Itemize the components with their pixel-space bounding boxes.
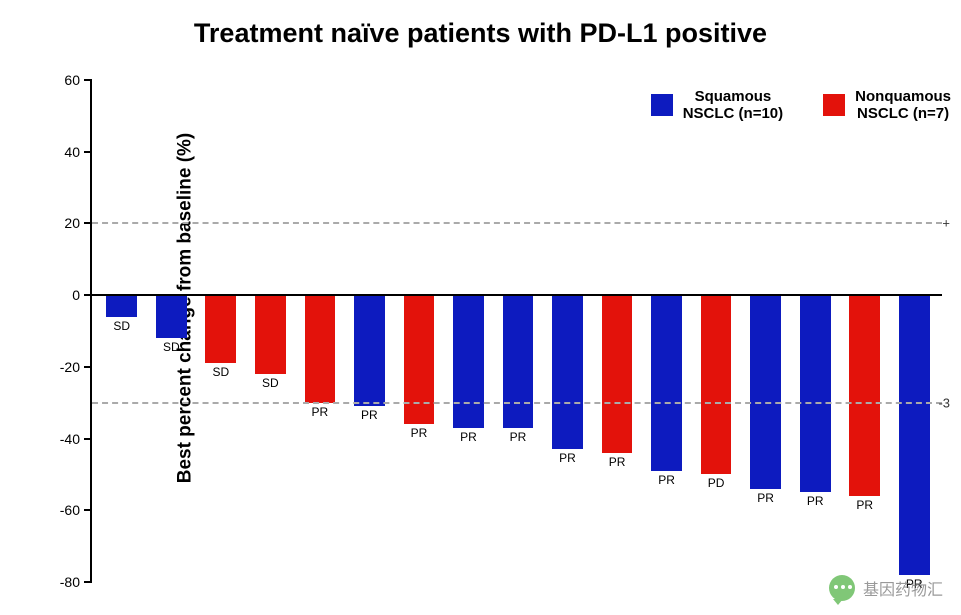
- bar: PR: [503, 295, 534, 428]
- bar-response-label: PR: [510, 430, 527, 444]
- legend-text-line1: Squamous: [683, 88, 783, 105]
- legend-text: NonquamousNSCLC (n=7): [855, 88, 951, 123]
- y-tick-label: 60: [64, 72, 80, 88]
- bars-container: SDSDSDSDPRPRPRPRPRPRPRPRPDPRPRPRPR: [92, 80, 932, 582]
- bar: PR: [750, 295, 781, 489]
- bar: PR: [305, 295, 336, 403]
- reference-line: [92, 222, 942, 224]
- y-tick: [84, 438, 92, 440]
- bar-response-label: PR: [856, 498, 873, 512]
- y-tick: [84, 222, 92, 224]
- y-tick-label: -40: [60, 431, 80, 447]
- chart-title: Treatment naïve patients with PD-L1 posi…: [0, 18, 961, 49]
- legend-text-line2: NSCLC (n=7): [855, 105, 951, 122]
- bar-response-label: PR: [312, 405, 329, 419]
- y-tick: [84, 509, 92, 511]
- legend-text-line1: Nonquamous: [855, 88, 951, 105]
- legend: SquamousNSCLC (n=10) NonquamousNSCLC (n=7…: [651, 88, 951, 123]
- chart-plot-area: SDSDSDSDPRPRPRPRPRPRPRPRPDPRPRPRPR -80-6…: [90, 80, 932, 582]
- y-tick: [84, 294, 92, 296]
- bar: SD: [255, 295, 286, 374]
- zero-axis-line: [92, 294, 942, 296]
- reference-line-label: -3: [938, 395, 950, 410]
- bar-response-label: PR: [361, 408, 378, 422]
- bar: SD: [156, 295, 187, 338]
- bar: PR: [800, 295, 831, 492]
- reference-line-label: +: [942, 216, 950, 231]
- y-tick: [84, 79, 92, 81]
- bar: PR: [651, 295, 682, 471]
- bar-response-label: PR: [460, 430, 477, 444]
- watermark-text: 基因药物汇: [863, 576, 943, 600]
- legend-swatch: [823, 94, 845, 116]
- y-tick-label: -80: [60, 574, 80, 590]
- wechat-icon: [829, 575, 855, 601]
- bar-response-label: PR: [609, 455, 626, 469]
- bar-response-label: SD: [262, 376, 279, 390]
- bar-response-label: PR: [757, 491, 774, 505]
- legend-item: NonquamousNSCLC (n=7): [823, 88, 951, 123]
- bar: SD: [205, 295, 236, 363]
- bar-response-label: PR: [807, 494, 824, 508]
- bar: PR: [552, 295, 583, 449]
- y-tick-label: 20: [64, 215, 80, 231]
- bar-response-label: SD: [212, 365, 229, 379]
- bar: PR: [354, 295, 385, 406]
- bar-response-label: PR: [411, 426, 428, 440]
- bar: PR: [453, 295, 484, 428]
- bar-response-label: PR: [559, 451, 576, 465]
- reference-line: [92, 402, 942, 404]
- y-tick-label: 0: [72, 287, 80, 303]
- bar: PR: [404, 295, 435, 424]
- watermark: 基因药物汇: [829, 575, 943, 601]
- legend-swatch: [651, 94, 673, 116]
- legend-text: SquamousNSCLC (n=10): [683, 88, 783, 123]
- bar-response-label: PD: [708, 476, 725, 490]
- bar-response-label: SD: [163, 340, 180, 354]
- bar-response-label: SD: [113, 319, 130, 333]
- bar: PD: [701, 295, 732, 474]
- y-tick-label: 40: [64, 144, 80, 160]
- legend-item: SquamousNSCLC (n=10): [651, 88, 783, 123]
- y-tick-label: -20: [60, 359, 80, 375]
- legend-text-line2: NSCLC (n=10): [683, 105, 783, 122]
- bar: SD: [106, 295, 137, 317]
- y-tick: [84, 151, 92, 153]
- y-tick: [84, 366, 92, 368]
- y-tick-label: -60: [60, 502, 80, 518]
- bar: PR: [899, 295, 930, 575]
- bar-response-label: PR: [658, 473, 675, 487]
- bar: PR: [602, 295, 633, 453]
- bar: PR: [849, 295, 880, 496]
- y-tick: [84, 581, 92, 583]
